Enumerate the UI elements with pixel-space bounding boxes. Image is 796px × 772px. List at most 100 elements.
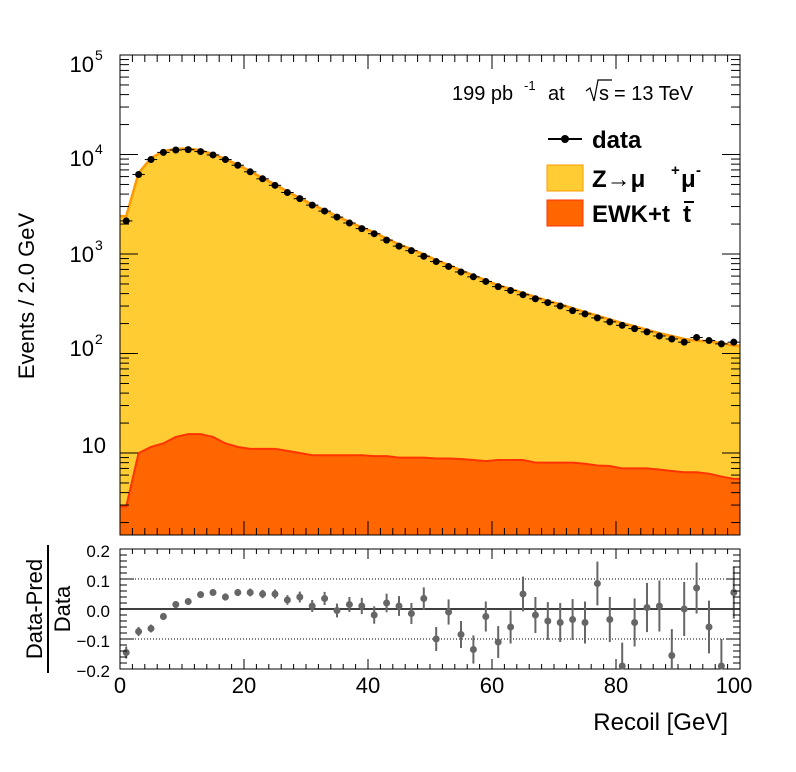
xtick-60: 60 xyxy=(480,673,504,698)
svg-text:10: 10 xyxy=(70,242,94,267)
data-point xyxy=(184,146,192,154)
data-point xyxy=(122,217,130,225)
ratio-point xyxy=(395,602,403,610)
xtick-100: 100 xyxy=(716,673,753,698)
svg-text:10: 10 xyxy=(70,146,94,171)
data-point xyxy=(432,258,440,266)
data-point xyxy=(519,291,527,299)
ratio-point xyxy=(593,580,601,587)
svg-text:+: + xyxy=(671,162,680,179)
top-panel: 10 10 2 10 3 10 4 10 5 Events / 2.0 GeV … xyxy=(14,47,741,536)
data-point xyxy=(234,161,242,169)
data-point xyxy=(283,189,291,197)
lumi-annotation: 199 pb -1 at s = 13 TeV xyxy=(452,78,694,105)
ratio-point xyxy=(420,595,428,602)
data-point xyxy=(420,252,428,260)
ratio-point xyxy=(246,589,254,596)
ratio-point xyxy=(569,616,577,623)
data-point xyxy=(469,273,477,281)
ratio-point xyxy=(618,662,626,670)
ratio-y-axis-title: Data-Pred Data xyxy=(22,545,75,673)
data-point xyxy=(581,310,589,318)
ratio-point xyxy=(184,598,192,605)
svg-text:s: s xyxy=(599,83,609,105)
zmumu-outline xyxy=(120,147,740,347)
data-point xyxy=(655,332,663,340)
ratio-point xyxy=(531,611,539,619)
data-point xyxy=(445,262,453,270)
data-point xyxy=(631,325,639,333)
data-point xyxy=(333,213,341,221)
svg-text:data: data xyxy=(592,127,642,154)
svg-text:3: 3 xyxy=(95,237,103,253)
data-point xyxy=(693,333,701,341)
bottom-ytick-0.2: 0.2 xyxy=(86,542,110,561)
ratio-points xyxy=(122,561,738,670)
data-point xyxy=(482,277,490,285)
ratio-point xyxy=(172,601,180,608)
top-x-ticks xyxy=(119,55,741,535)
data-point xyxy=(705,337,713,345)
xtick-80: 80 xyxy=(604,673,628,698)
zmumu-fill xyxy=(120,148,740,535)
data-point xyxy=(407,247,415,255)
ratio-point xyxy=(730,589,738,596)
top-ytick-label-100000: 10 5 xyxy=(70,47,103,77)
data-point xyxy=(383,236,391,244)
data-point xyxy=(370,230,378,238)
data-point xyxy=(147,156,155,164)
ratio-point xyxy=(383,599,391,607)
ratio-point xyxy=(197,591,205,599)
ratio-point xyxy=(209,589,217,596)
ratio-point xyxy=(432,635,440,643)
bottom-ytick-0.0: 0.0 xyxy=(86,602,110,621)
data-point xyxy=(395,242,403,250)
ratio-point xyxy=(321,595,329,602)
top-ytick-label-1000: 10 3 xyxy=(70,237,103,267)
svg-text:10: 10 xyxy=(70,52,94,77)
data-point xyxy=(209,151,217,159)
legend-entry-zmumu: Z→μ + μ - xyxy=(546,162,701,193)
ratio-point xyxy=(631,619,639,626)
xtick-20: 20 xyxy=(232,673,256,698)
ratio-point xyxy=(705,623,713,631)
ratio-point xyxy=(606,616,614,623)
ratio-point xyxy=(159,613,167,620)
data-point xyxy=(197,148,205,156)
x-axis-title: Recoil [GeV] xyxy=(593,709,728,736)
ratio-point xyxy=(135,628,143,635)
svg-text:t: t xyxy=(683,201,691,228)
data-point xyxy=(556,302,564,310)
ratio-point xyxy=(655,602,663,610)
ratio-point xyxy=(122,649,130,656)
top-y-axis-title: Events / 2.0 GeV xyxy=(14,213,39,380)
xtick-0: 0 xyxy=(114,673,126,698)
svg-text:Z→μ: Z→μ xyxy=(592,166,645,193)
legend-entry-data: data xyxy=(548,127,642,154)
data-point xyxy=(135,170,143,178)
ratio-point xyxy=(271,590,279,598)
svg-text:-: - xyxy=(696,162,701,179)
data-point xyxy=(606,318,614,326)
legend-entry-ewk: EWK+t t xyxy=(546,199,694,228)
top-y-ticks xyxy=(120,54,740,524)
svg-text:2: 2 xyxy=(95,331,103,347)
bottom-ytick-0.1: 0.1 xyxy=(86,572,110,591)
ratio-point xyxy=(457,631,465,638)
data-point xyxy=(730,338,738,346)
ratio-point xyxy=(556,619,564,626)
data-point xyxy=(643,328,651,336)
svg-text:Data-Pred: Data-Pred xyxy=(22,559,47,659)
top-ytick-label-10000: 10 4 xyxy=(70,141,103,171)
data-point xyxy=(221,156,229,164)
ratio-point xyxy=(259,590,267,598)
svg-text:at: at xyxy=(548,83,565,105)
top-stack-fills xyxy=(120,147,740,535)
sqrt-symbol xyxy=(585,79,612,102)
bottom-panel: 0.2 0.1 0.0 −0.1 −0.2 0 20 40 60 80 100 … xyxy=(22,542,752,736)
data-point xyxy=(531,295,539,303)
top-data-points xyxy=(120,146,740,348)
bottom-ytick--0.1: −0.1 xyxy=(76,632,110,651)
bottom-ytick--0.2: −0.2 xyxy=(76,662,110,681)
svg-text:4: 4 xyxy=(95,141,103,157)
